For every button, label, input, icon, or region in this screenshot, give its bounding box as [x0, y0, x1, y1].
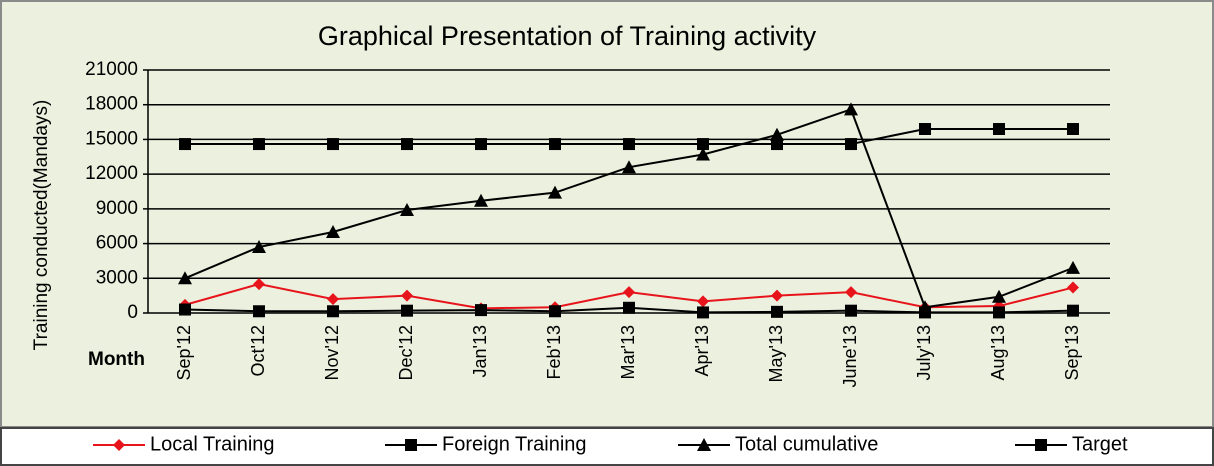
- data-point: [771, 305, 783, 318]
- data-point: [475, 138, 487, 151]
- data-point: [919, 123, 931, 136]
- data-point: [253, 305, 265, 318]
- data-point: [253, 138, 265, 151]
- y-tick-label: 15000: [85, 128, 138, 149]
- data-point: [475, 304, 487, 317]
- data-point: [400, 203, 414, 217]
- legend-label: Total cumulative: [735, 433, 878, 455]
- chart-title: Graphical Presentation of Training activ…: [318, 21, 817, 51]
- data-point: [178, 271, 192, 285]
- data-point: [992, 289, 1006, 303]
- data-point: [548, 185, 562, 199]
- data-point: [993, 306, 1005, 319]
- data-point: [770, 127, 784, 141]
- data-point: [401, 138, 413, 151]
- data-point: [845, 286, 857, 299]
- y-tick-label: 9000: [96, 198, 138, 219]
- y-tick-label: 6000: [96, 233, 138, 254]
- data-point: [327, 138, 339, 151]
- legend-marker: [1035, 439, 1047, 451]
- data-point: [771, 289, 783, 302]
- x-tick-label: Dec'12: [396, 325, 416, 380]
- data-point: [252, 240, 266, 254]
- legend-marker: [697, 438, 711, 451]
- data-point: [401, 304, 413, 317]
- data-point: [697, 138, 709, 151]
- x-tick-label: Mar'13: [618, 325, 638, 379]
- legend-box: [0, 427, 1214, 466]
- data-point: [1067, 123, 1079, 136]
- data-point: [844, 102, 858, 116]
- data-point: [401, 289, 413, 302]
- data-point: [623, 138, 635, 151]
- data-point: [327, 305, 339, 318]
- data-point: [549, 305, 561, 318]
- legend-marker: [405, 439, 417, 451]
- x-tick-label: May'13: [766, 325, 786, 382]
- data-point: [253, 278, 265, 291]
- x-tick-label: Nov'12: [322, 325, 342, 380]
- y-tick-label: 21000: [85, 59, 138, 80]
- y-tick-label: 18000: [85, 94, 138, 115]
- x-tick-label: Sep'12: [174, 325, 194, 381]
- data-point: [845, 304, 857, 317]
- y-tick-label: 3000: [96, 267, 138, 288]
- data-point: [845, 138, 857, 151]
- data-point: [623, 286, 635, 299]
- data-point: [697, 295, 709, 308]
- data-point: [327, 293, 339, 306]
- data-point: [918, 300, 932, 314]
- data-point: [697, 306, 709, 319]
- x-tick-label: Oct'12: [248, 325, 268, 376]
- data-point: [771, 138, 783, 151]
- x-tick-label: June'13: [840, 325, 860, 388]
- data-point: [1066, 260, 1080, 274]
- data-point: [622, 160, 636, 174]
- legend-label: Target: [1072, 433, 1128, 455]
- data-point: [1067, 281, 1079, 294]
- data-point: [1067, 304, 1079, 317]
- data-point: [179, 138, 191, 151]
- data-point: [474, 193, 488, 207]
- data-point: [179, 303, 191, 316]
- data-point: [993, 123, 1005, 136]
- y-axis-label: Training conducted(Mandays): [31, 100, 52, 351]
- data-point: [696, 147, 710, 161]
- y-tick-label: 12000: [85, 163, 138, 184]
- chart-background: [0, 0, 1214, 428]
- x-axis-label: Month: [88, 349, 145, 370]
- x-tick-label: Jan'13: [470, 325, 490, 377]
- x-tick-label: Feb'13: [544, 325, 564, 379]
- x-tick-label: Aug'13: [988, 325, 1008, 381]
- x-tick-label: Apr'13: [692, 325, 712, 376]
- x-tick-label: July'13: [914, 325, 934, 380]
- data-point: [549, 138, 561, 151]
- x-tick-label: Sep'13: [1062, 325, 1082, 381]
- data-point: [326, 225, 340, 238]
- y-tick-label: 0: [127, 302, 138, 323]
- legend-label: Foreign Training: [442, 433, 587, 455]
- legend-marker: [113, 439, 125, 451]
- legend-label: Local Training: [150, 433, 275, 455]
- data-point: [623, 301, 635, 314]
